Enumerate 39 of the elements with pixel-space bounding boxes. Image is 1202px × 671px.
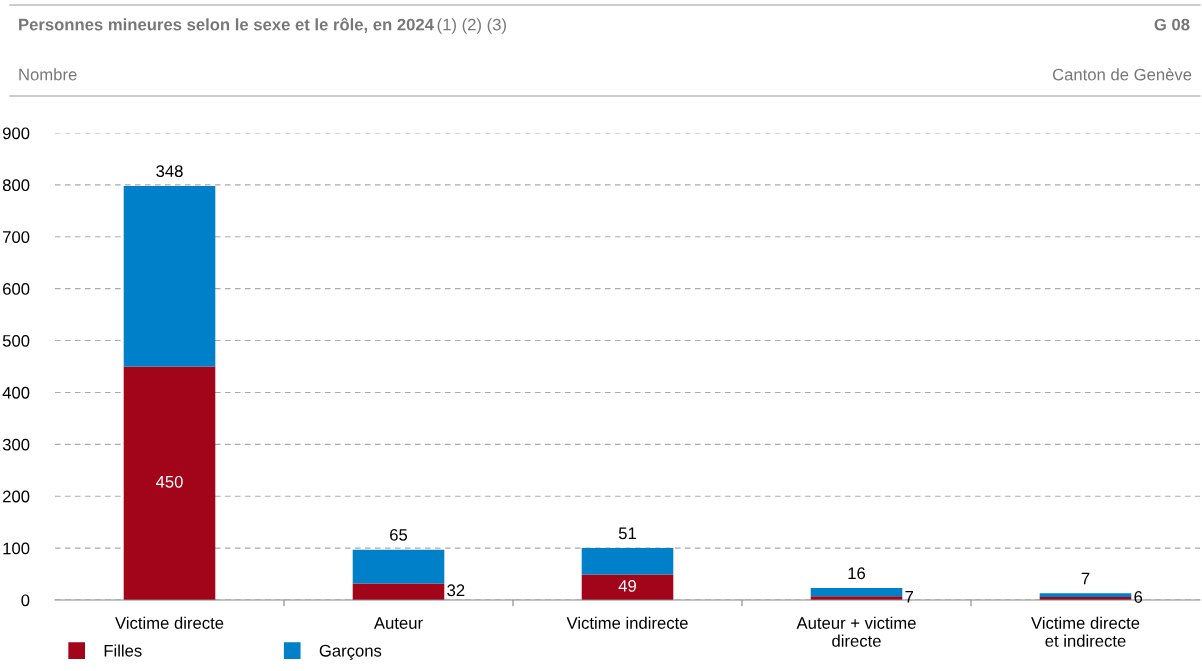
bar — [581, 574, 674, 600]
data-label: 32 — [447, 584, 465, 597]
y-tick-label: 500 — [2, 334, 30, 347]
y-tick-label: 800 — [2, 179, 30, 192]
data-label: 348 — [156, 165, 183, 178]
legend-label: Garçons — [319, 644, 382, 660]
data-label: 49 — [618, 579, 636, 592]
data-label: 16 — [848, 567, 866, 580]
bar — [352, 549, 445, 584]
data-label: 6 — [1134, 591, 1143, 603]
y-tick-label: 600 — [3, 283, 30, 295]
legend-label: Filles — [104, 644, 142, 657]
chart-title: Personnes mineures selon le sexe et le rôle, en 2024 — [19, 17, 434, 33]
y-tick-label: 900 — [2, 127, 30, 140]
x-tick-label: Auteur + victime directe — [796, 616, 916, 647]
data-label: 7 — [1081, 572, 1090, 585]
data-label: 7 — [905, 591, 914, 603]
bar — [352, 583, 445, 600]
data-label: 51 — [618, 527, 636, 540]
x-tick-label: Victime indirecte — [566, 616, 688, 629]
text: G 08 — [1154, 18, 1190, 31]
y-tick-label: 200 — [3, 490, 30, 503]
bar — [810, 588, 903, 597]
data-label: 65 — [390, 528, 408, 541]
bar — [123, 185, 216, 367]
y-tick-label: 700 — [3, 231, 30, 243]
y-axis-title: Nombre — [19, 68, 77, 81]
y-tick-label: 300 — [2, 438, 30, 451]
data-label: 450 — [155, 475, 183, 488]
chart-subtitle: Canton de Genève — [1052, 68, 1192, 81]
x-tick-label: Victime directe — [115, 616, 224, 629]
y-tick-label: 100 — [3, 542, 30, 555]
bar — [123, 366, 216, 600]
bar — [581, 548, 674, 575]
y-tick-label: 0 — [21, 594, 30, 607]
x-tick-label: Auteur — [373, 617, 423, 629]
x-tick-label: Victime directe et indirecte — [1031, 616, 1140, 647]
text: (1) (2) (3) — [437, 18, 506, 34]
y-tick-label: 400 — [2, 386, 30, 399]
